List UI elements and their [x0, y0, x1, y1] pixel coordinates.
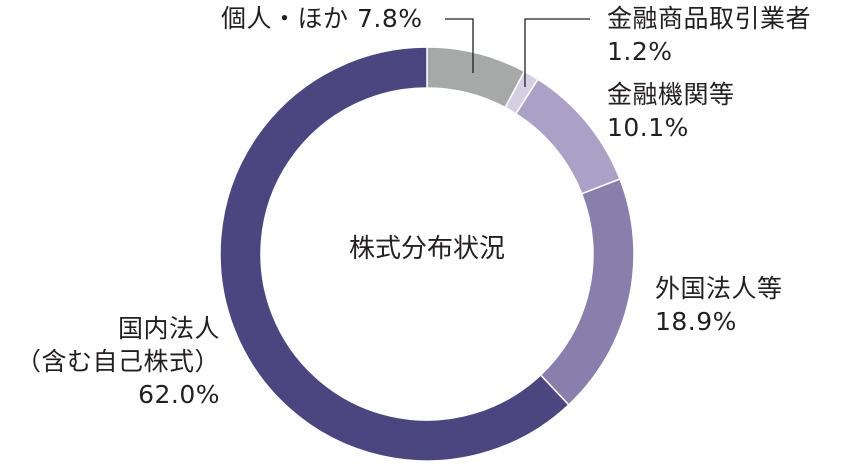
label-individual-name: 個人・ほか [221, 4, 349, 33]
label-domestic-value: 62.0% [138, 380, 220, 409]
label-financial-name: 金融機関等 [607, 80, 735, 109]
donut-slices [219, 46, 635, 462]
label-domestic-name: 国内法人 [117, 314, 220, 343]
label-domestic: 国内法人 （含む自己株式） 62.0% [0, 312, 220, 411]
leader-lines [445, 18, 590, 87]
donut-slice-4 [219, 46, 570, 462]
label-foreign-name: 外国法人等 [655, 274, 783, 303]
label-foreign: 外国法人等 18.9% [655, 272, 783, 338]
label-financial: 金融機関等 10.1% [607, 78, 735, 144]
label-securities: 金融商品取引業者 1.2% [607, 2, 811, 68]
label-securities-name: 金融商品取引業者 [607, 4, 812, 33]
label-domestic-note: （含む自己株式） [15, 347, 220, 376]
leader-line-securities [524, 18, 590, 87]
center-title: 株式分布状況 [348, 234, 505, 264]
donut-slice-3 [539, 178, 635, 406]
label-foreign-value: 18.9% [655, 307, 737, 336]
donut-slice-2 [514, 78, 621, 195]
leader-line-individual [445, 18, 474, 73]
label-individual: 個人・ほか 7.8% [221, 2, 422, 35]
label-securities-value: 1.2% [607, 37, 673, 66]
label-individual-value: 7.8% [356, 4, 423, 33]
label-financial-value: 10.1% [607, 113, 689, 142]
